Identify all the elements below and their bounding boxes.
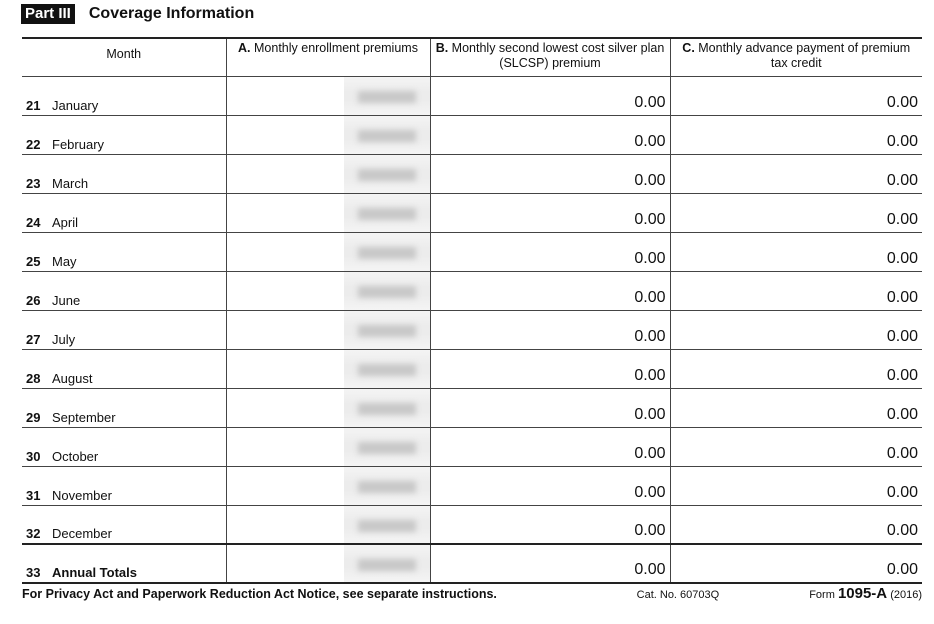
enrollment-premium-cell — [225, 154, 430, 194]
redacted-value — [343, 232, 430, 270]
redacted-value — [343, 193, 430, 231]
enrollment-premium-cell — [225, 505, 430, 545]
month-cell: 28 August — [22, 349, 226, 389]
table-row: 21 January 0.00 0.00 — [22, 76, 922, 116]
redacted-value — [343, 427, 430, 465]
advance-payment-cell: 0.00 — [669, 310, 922, 350]
advance-payment-cell: 0.00 — [669, 76, 922, 116]
header-b: B. Monthly second lowest cost silver pla… — [429, 37, 670, 77]
month-cell: 29 September — [22, 388, 226, 428]
redacted-value — [343, 545, 430, 581]
advance-payment-cell: 0.00 — [669, 232, 922, 272]
slcsp-cell: 0.00 — [429, 232, 670, 272]
part-label: Part III — [21, 4, 75, 24]
catalog-number: Cat. No. 60703Q — [636, 589, 720, 601]
slcsp-cell: 0.00 — [429, 193, 670, 233]
month-cell: 26 June — [22, 271, 226, 311]
advance-payment-cell: 0.00 — [669, 544, 922, 584]
table-row: 30 October 0.00 0.00 — [22, 427, 922, 467]
enrollment-premium-cell — [225, 193, 430, 233]
slcsp-cell: 0.00 — [429, 115, 670, 155]
table-row: 24 April 0.00 0.00 — [22, 193, 922, 233]
table-row: 25 May 0.00 0.00 — [22, 232, 922, 272]
month-cell: 21 January — [22, 76, 226, 116]
redacted-value — [343, 115, 430, 153]
slcsp-cell: 0.00 — [429, 154, 670, 194]
enrollment-premium-cell — [225, 76, 430, 116]
month-cell: 30 October — [22, 427, 226, 467]
slcsp-cell: 0.00 — [429, 349, 670, 389]
advance-payment-cell: 0.00 — [669, 154, 922, 194]
advance-payment-cell: 0.00 — [669, 388, 922, 428]
redacted-value — [343, 76, 430, 114]
redacted-value — [343, 154, 430, 192]
month-cell: 32 December — [22, 505, 226, 545]
advance-payment-cell: 0.00 — [669, 505, 922, 545]
slcsp-cell: 0.00 — [429, 271, 670, 311]
form-footer: For Privacy Act and Paperwork Reduction … — [22, 586, 922, 603]
month-cell: 31 November — [22, 466, 226, 506]
enrollment-premium-cell — [225, 544, 430, 584]
table-row: 32 December 0.00 0.00 — [22, 505, 922, 545]
enrollment-premium-cell — [225, 427, 430, 467]
month-cell: 33 Annual Totals — [22, 544, 226, 584]
advance-payment-cell: 0.00 — [669, 193, 922, 233]
enrollment-premium-cell — [225, 271, 430, 311]
month-cell: 25 May — [22, 232, 226, 272]
form-body: Month A. Monthly enrollment premiums B. … — [22, 37, 922, 603]
enrollment-premium-cell — [225, 232, 430, 272]
redacted-value — [343, 271, 430, 309]
month-cell: 24 April — [22, 193, 226, 233]
form-id: Form 1095-A (2016) — [809, 585, 922, 602]
table-row: 22 February 0.00 0.00 — [22, 115, 922, 155]
redacted-value — [343, 466, 430, 504]
coverage-table: Month A. Monthly enrollment premiums B. … — [22, 37, 922, 584]
slcsp-cell: 0.00 — [429, 544, 670, 584]
month-cell: 23 March — [22, 154, 226, 194]
privacy-notice: For Privacy Act and Paperwork Reduction … — [22, 587, 497, 601]
table-row: 27 July 0.00 0.00 — [22, 310, 922, 350]
part-title: Coverage Information — [88, 5, 255, 22]
header-c: C. Monthly advance payment of premium ta… — [669, 37, 922, 77]
table-row: 23 March 0.00 0.00 — [22, 154, 922, 194]
slcsp-cell: 0.00 — [429, 427, 670, 467]
month-cell: 22 February — [22, 115, 226, 155]
month-cell: 27 July — [22, 310, 226, 350]
slcsp-cell: 0.00 — [429, 388, 670, 428]
table-row: 26 June 0.00 0.00 — [22, 271, 922, 311]
enrollment-premium-cell — [225, 115, 430, 155]
enrollment-premium-cell — [225, 310, 430, 350]
part-header: Part III Coverage Information — [21, 4, 254, 24]
advance-payment-cell: 0.00 — [669, 115, 922, 155]
table-row: 31 November 0.00 0.00 — [22, 466, 922, 506]
slcsp-cell: 0.00 — [429, 466, 670, 506]
table-row: 28 August 0.00 0.00 — [22, 349, 922, 389]
enrollment-premium-cell — [225, 388, 430, 428]
header-a: A. Monthly enrollment premiums — [225, 37, 430, 77]
enrollment-premium-cell — [225, 349, 430, 389]
advance-payment-cell: 0.00 — [669, 271, 922, 311]
redacted-value — [343, 310, 430, 348]
header-month: Month — [22, 37, 226, 77]
advance-payment-cell: 0.00 — [669, 466, 922, 506]
advance-payment-cell: 0.00 — [669, 427, 922, 467]
redacted-value — [343, 388, 430, 426]
redacted-value — [343, 349, 430, 387]
table-row: 33 Annual Totals 0.00 0.00 — [22, 544, 922, 584]
slcsp-cell: 0.00 — [429, 310, 670, 350]
slcsp-cell: 0.00 — [429, 76, 670, 116]
advance-payment-cell: 0.00 — [669, 349, 922, 389]
redacted-value — [343, 505, 430, 542]
table-row: 29 September 0.00 0.00 — [22, 388, 922, 428]
slcsp-cell: 0.00 — [429, 505, 670, 545]
enrollment-premium-cell — [225, 466, 430, 506]
